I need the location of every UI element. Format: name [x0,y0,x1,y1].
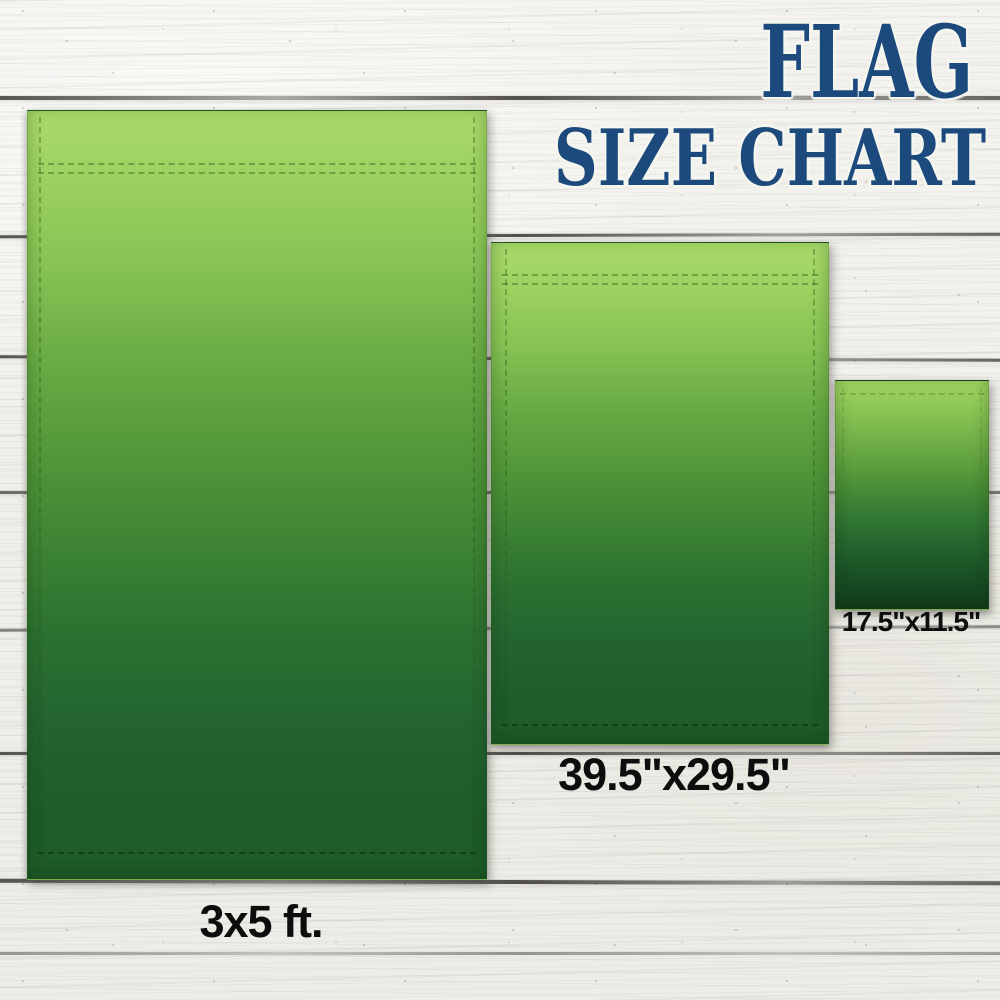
flag-small-17.5x11.5 [835,380,989,610]
plank-gap-line [0,952,1000,955]
title-word-flag: FLAG [759,3,973,121]
hem-stitch-right [980,387,982,603]
hem-stitch-right [473,117,475,873]
sleeve-stitch-top [840,393,984,395]
flag-small-size-label: 17.5"x11.5" [841,606,982,637]
flag-large-3x5ft [27,110,487,880]
sleeve-stitch-top [502,274,818,276]
sleeve-stitch-top [38,163,476,165]
plank-gap-line [0,752,1000,755]
bottom-hem-stitch [38,852,476,854]
hem-stitch-left [505,249,507,738]
bottom-hem-stitch [502,724,818,726]
hem-stitch-right [813,249,815,738]
flag-large-size-label: 3x5 ft. [199,896,323,947]
plank-gap-line [0,96,1000,100]
flag-medium-size-label: 39.5"x29.5" [558,749,791,800]
page-title: FLAG SIZE CHART [546,12,986,216]
hem-stitch-left [842,387,844,603]
sleeve-stitch-bottom [38,172,476,174]
sleeve-stitch-bottom [502,283,818,285]
flag-medium-39.5x29.5 [491,242,829,745]
title-words-size-chart: SIZE CHART [553,113,986,204]
hem-stitch-left [39,117,41,873]
